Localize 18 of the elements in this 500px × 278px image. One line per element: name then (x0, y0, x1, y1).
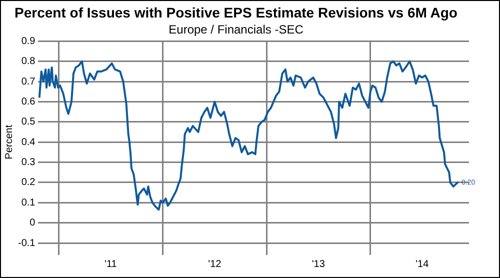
y-tick-label: 0.3 (21, 157, 36, 168)
y-tick-label: 0.7 (21, 76, 36, 88)
y-tick-label: -0.1 (18, 238, 36, 249)
y-tick-label: 0.4 (21, 136, 36, 148)
y-tick-label: 0.6 (21, 96, 36, 108)
chart-title: Percent of Issues with Positive EPS Estimate Revisions vs 6M Ago (14, 4, 458, 20)
x-tick-label: '14 (416, 258, 430, 270)
y-tick-label: 0.1 (21, 197, 36, 208)
y-tick-label: 0.2 (21, 177, 36, 188)
y-axis-title: Percent (4, 124, 15, 160)
y-tick-label: 0.8 (21, 56, 36, 68)
y-tick-label: 0.9 (21, 36, 36, 47)
y-tick-label: 0 (30, 218, 36, 229)
x-tick-label: '11 (104, 258, 118, 270)
x-tick-label: '13 (312, 258, 326, 270)
chart-subtitle: Europe / Financials -SEC (168, 22, 304, 36)
x-tick-label: '12 (208, 258, 222, 270)
y-tick-label: 0.5 (21, 116, 36, 128)
